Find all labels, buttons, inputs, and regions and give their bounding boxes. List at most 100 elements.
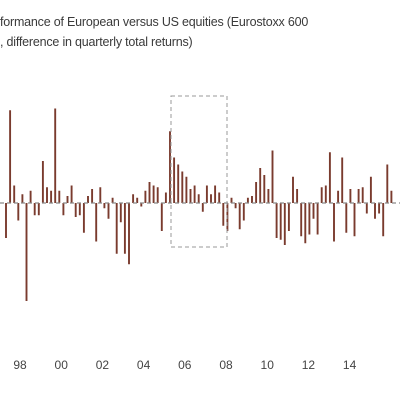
bars-group <box>5 108 393 301</box>
bar-39 <box>164 192 167 203</box>
bar-56 <box>234 203 237 209</box>
bar-80 <box>333 203 335 242</box>
bar-31 <box>132 194 135 203</box>
bar-53 <box>222 203 225 226</box>
bar-30 <box>128 203 130 265</box>
bar-13 <box>58 190 61 203</box>
bar-86 <box>357 189 360 203</box>
bar-21 <box>91 189 94 203</box>
bar-61 <box>255 182 258 203</box>
bar-51 <box>214 185 217 203</box>
bar-4 <box>21 194 24 203</box>
bar-35 <box>148 182 151 203</box>
bar-37 <box>156 187 159 203</box>
bar-20 <box>87 196 89 203</box>
bar-73 <box>304 203 307 244</box>
x-tick-label-10: 10 <box>261 358 275 372</box>
x-tick-label-00: 00 <box>55 358 69 372</box>
bar-59 <box>246 197 249 203</box>
bar-1 <box>9 110 12 203</box>
bar-47 <box>197 194 200 203</box>
bar-17 <box>74 203 77 217</box>
bar-8 <box>37 203 40 216</box>
bar-50 <box>210 194 212 203</box>
bar-92 <box>382 203 385 237</box>
bar-72 <box>300 203 303 237</box>
bar-88 <box>365 203 368 214</box>
x-tick-label-12: 12 <box>302 358 316 372</box>
bar-10 <box>46 187 48 203</box>
bar-65 <box>271 150 274 203</box>
x-tick-label-14: 14 <box>343 358 357 372</box>
bar-67 <box>279 203 282 240</box>
bar-71 <box>296 189 299 203</box>
bar-44 <box>185 176 188 203</box>
bar-81 <box>337 190 340 203</box>
bar-24 <box>103 203 106 209</box>
bar-23 <box>99 187 102 203</box>
bar-18 <box>78 203 81 216</box>
bar-77 <box>320 187 323 203</box>
bar-84 <box>349 189 352 203</box>
x-tick-label-08: 08 <box>219 358 233 372</box>
bar-14 <box>62 203 65 216</box>
x-tick-label-04: 04 <box>137 358 151 372</box>
bar-93 <box>386 164 389 203</box>
bar-74 <box>308 203 311 235</box>
bar-79 <box>328 152 331 203</box>
bar-60 <box>251 196 253 203</box>
bar-58 <box>242 203 245 221</box>
bar-27 <box>115 203 118 254</box>
bar-15 <box>66 196 69 203</box>
bar-52 <box>218 192 221 203</box>
bar-57 <box>238 203 241 230</box>
chart-title-line-2: ), difference in quarterly total returns… <box>0 35 193 49</box>
bar-11 <box>50 190 53 203</box>
x-tick-label-02: 02 <box>96 358 110 372</box>
bar-55 <box>230 197 233 203</box>
bar-43 <box>181 171 184 203</box>
bar-68 <box>283 203 286 245</box>
bar-26 <box>111 197 114 203</box>
chart-title-line-1: rformance of European versus US equities… <box>0 15 309 29</box>
bar-78 <box>324 185 327 203</box>
bar-75 <box>312 203 315 219</box>
bar-46 <box>193 185 196 203</box>
bar-22 <box>95 203 98 242</box>
bar-19 <box>82 203 85 233</box>
bar-89 <box>369 176 372 203</box>
bar-90 <box>374 203 376 219</box>
bar-64 <box>267 189 270 203</box>
bar-32 <box>136 197 139 203</box>
bar-16 <box>70 185 73 203</box>
bar-42 <box>177 164 180 203</box>
bar-33 <box>140 203 143 207</box>
bar-91 <box>378 203 381 214</box>
bar-9 <box>41 161 44 203</box>
bar-63 <box>263 175 266 203</box>
bar-6 <box>29 190 32 203</box>
highlight-box <box>170 95 228 248</box>
bar-2 <box>13 185 16 203</box>
bar-48 <box>201 203 204 212</box>
bar-94 <box>390 190 393 203</box>
bar-25 <box>107 203 110 219</box>
x-tick-labels: 98 00 02 04 06 08 10 12 14 <box>13 358 356 372</box>
bar-62 <box>259 168 262 203</box>
x-tick-label-06: 06 <box>178 358 192 372</box>
bar-12 <box>54 108 57 203</box>
bar-66 <box>275 203 278 238</box>
x-tick-label-98: 98 <box>13 358 27 372</box>
bar-70 <box>292 176 294 203</box>
bar-87 <box>361 187 364 203</box>
bar-76 <box>316 203 319 235</box>
bar-85 <box>353 203 356 237</box>
bar-83 <box>345 203 348 233</box>
bar-7 <box>33 203 36 216</box>
bar-29 <box>123 203 126 254</box>
bar-45 <box>189 189 192 203</box>
bar-3 <box>17 203 20 221</box>
bar-36 <box>152 185 155 203</box>
